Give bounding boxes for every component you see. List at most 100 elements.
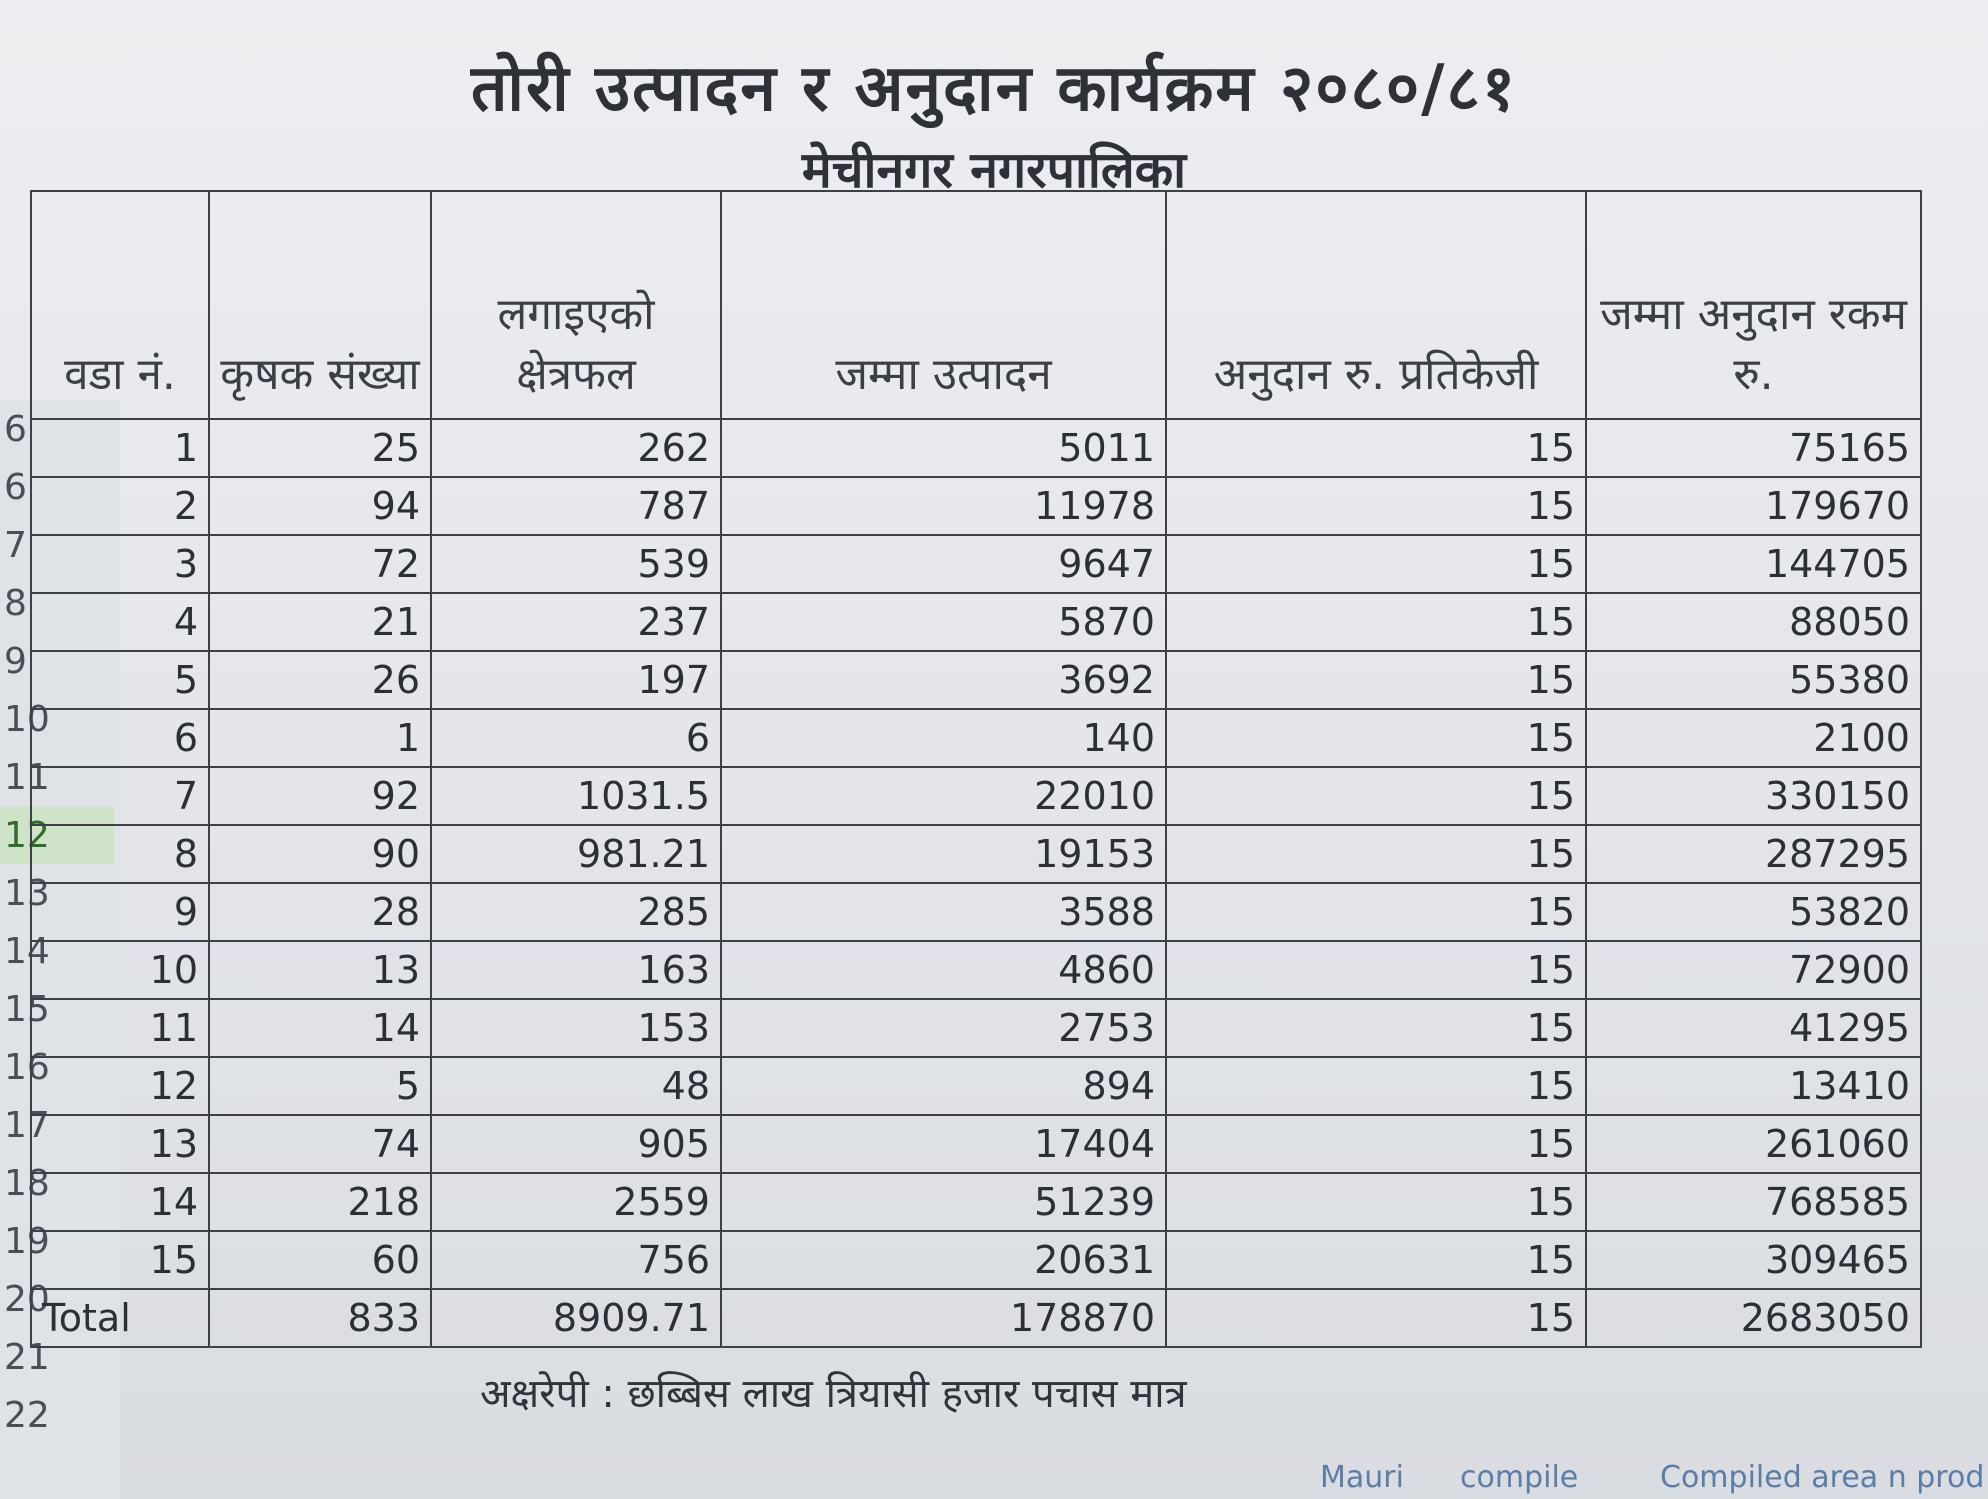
cell-ward[interactable]: 6: [30, 708, 210, 768]
cell-total-production[interactable]: 4860: [720, 940, 1167, 1000]
cell-total-subsidy[interactable]: 13410: [1585, 1056, 1922, 1116]
column-header-total-subsidy[interactable]: जम्मा अनुदान रकम रु.: [1585, 190, 1922, 420]
cell-area[interactable]: 539: [430, 534, 722, 594]
cell-farmer-count[interactable]: 94: [208, 476, 432, 536]
cell-farmer-count[interactable]: 218: [208, 1172, 432, 1232]
cell-subsidy-rate[interactable]: 15: [1165, 708, 1587, 768]
cell-total-production[interactable]: 140: [720, 708, 1167, 768]
cell-ward[interactable]: 7: [30, 766, 210, 826]
cell-total-production[interactable]: 894: [720, 1056, 1167, 1116]
total-total-production[interactable]: 178870: [720, 1288, 1167, 1348]
cell-total-production[interactable]: 3588: [720, 882, 1167, 942]
status-item-mauri[interactable]: Mauri: [1320, 1460, 1404, 1495]
row-number[interactable]: 8: [4, 582, 27, 624]
cell-farmer-count[interactable]: 14: [208, 998, 432, 1058]
column-header-ward[interactable]: वडा नं.: [30, 190, 210, 420]
cell-total-subsidy[interactable]: 53820: [1585, 882, 1922, 942]
column-header-farmer-count[interactable]: कृषक संख्या: [208, 190, 432, 420]
cell-total-subsidy[interactable]: 2100: [1585, 708, 1922, 768]
cell-subsidy-rate[interactable]: 15: [1165, 1230, 1587, 1290]
cell-total-subsidy[interactable]: 261060: [1585, 1114, 1922, 1174]
cell-total-subsidy[interactable]: 287295: [1585, 824, 1922, 884]
total-ward[interactable]: Total: [30, 1288, 210, 1348]
cell-subsidy-rate[interactable]: 15: [1165, 882, 1587, 942]
cell-subsidy-rate[interactable]: 15: [1165, 1114, 1587, 1174]
total-subsidy-rate[interactable]: 15: [1165, 1288, 1587, 1348]
column-header-subsidy-rate[interactable]: अनुदान रु. प्रतिकेजी: [1165, 190, 1587, 420]
cell-subsidy-rate[interactable]: 15: [1165, 418, 1587, 478]
cell-total-production[interactable]: 51239: [720, 1172, 1167, 1232]
cell-ward[interactable]: 11: [30, 998, 210, 1058]
cell-area[interactable]: 6: [430, 708, 722, 768]
cell-total-production[interactable]: 11978: [720, 476, 1167, 536]
column-header-total-production[interactable]: जम्मा उत्पादन: [720, 190, 1167, 420]
cell-farmer-count[interactable]: 92: [208, 766, 432, 826]
cell-total-subsidy[interactable]: 41295: [1585, 998, 1922, 1058]
cell-ward[interactable]: 3: [30, 534, 210, 594]
cell-farmer-count[interactable]: 21: [208, 592, 432, 652]
cell-total-subsidy[interactable]: 144705: [1585, 534, 1922, 594]
row-number[interactable]: 9: [4, 640, 27, 682]
cell-subsidy-rate[interactable]: 15: [1165, 476, 1587, 536]
cell-farmer-count[interactable]: 60: [208, 1230, 432, 1290]
cell-area[interactable]: 153: [430, 998, 722, 1058]
cell-total-production[interactable]: 5011: [720, 418, 1167, 478]
cell-area[interactable]: 2559: [430, 1172, 722, 1232]
cell-total-subsidy[interactable]: 88050: [1585, 592, 1922, 652]
cell-farmer-count[interactable]: 25: [208, 418, 432, 478]
cell-area[interactable]: 1031.5: [430, 766, 722, 826]
cell-area[interactable]: 262: [430, 418, 722, 478]
cell-total-production[interactable]: 22010: [720, 766, 1167, 826]
cell-area[interactable]: 981.21: [430, 824, 722, 884]
cell-total-production[interactable]: 17404: [720, 1114, 1167, 1174]
cell-area[interactable]: 905: [430, 1114, 722, 1174]
cell-ward[interactable]: 13: [30, 1114, 210, 1174]
cell-total-production[interactable]: 5870: [720, 592, 1167, 652]
cell-total-subsidy[interactable]: 179670: [1585, 476, 1922, 536]
cell-farmer-count[interactable]: 72: [208, 534, 432, 594]
row-number[interactable]: 6: [4, 466, 27, 508]
total-total-subsidy[interactable]: 2683050: [1585, 1288, 1922, 1348]
cell-ward[interactable]: 15: [30, 1230, 210, 1290]
total-farmer-count[interactable]: 833: [208, 1288, 432, 1348]
cell-farmer-count[interactable]: 5: [208, 1056, 432, 1116]
cell-area[interactable]: 285: [430, 882, 722, 942]
cell-subsidy-rate[interactable]: 15: [1165, 534, 1587, 594]
cell-area[interactable]: 237: [430, 592, 722, 652]
cell-subsidy-rate[interactable]: 15: [1165, 998, 1587, 1058]
cell-farmer-count[interactable]: 1: [208, 708, 432, 768]
cell-farmer-count[interactable]: 13: [208, 940, 432, 1000]
cell-ward[interactable]: 5: [30, 650, 210, 710]
cell-ward[interactable]: 2: [30, 476, 210, 536]
cell-farmer-count[interactable]: 74: [208, 1114, 432, 1174]
column-header-area[interactable]: लगाइएको क्षेत्रफल: [430, 190, 722, 420]
cell-farmer-count[interactable]: 90: [208, 824, 432, 884]
cell-total-production[interactable]: 20631: [720, 1230, 1167, 1290]
cell-area[interactable]: 197: [430, 650, 722, 710]
cell-total-production[interactable]: 19153: [720, 824, 1167, 884]
cell-subsidy-rate[interactable]: 15: [1165, 1172, 1587, 1232]
cell-farmer-count[interactable]: 28: [208, 882, 432, 942]
status-item-compile[interactable]: compile: [1460, 1460, 1579, 1495]
row-number[interactable]: 7: [4, 524, 27, 566]
cell-area[interactable]: 787: [430, 476, 722, 536]
cell-subsidy-rate[interactable]: 15: [1165, 824, 1587, 884]
cell-total-production[interactable]: 9647: [720, 534, 1167, 594]
cell-subsidy-rate[interactable]: 15: [1165, 650, 1587, 710]
cell-ward[interactable]: 12: [30, 1056, 210, 1116]
cell-farmer-count[interactable]: 26: [208, 650, 432, 710]
cell-ward[interactable]: 1: [30, 418, 210, 478]
row-number[interactable]: 6: [4, 408, 27, 450]
cell-ward[interactable]: 9: [30, 882, 210, 942]
cell-ward[interactable]: 14: [30, 1172, 210, 1232]
cell-total-subsidy[interactable]: 330150: [1585, 766, 1922, 826]
cell-ward[interactable]: 4: [30, 592, 210, 652]
cell-ward[interactable]: 8: [30, 824, 210, 884]
cell-subsidy-rate[interactable]: 15: [1165, 1056, 1587, 1116]
cell-subsidy-rate[interactable]: 15: [1165, 766, 1587, 826]
cell-total-production[interactable]: 2753: [720, 998, 1167, 1058]
cell-subsidy-rate[interactable]: 15: [1165, 592, 1587, 652]
cell-ward[interactable]: 10: [30, 940, 210, 1000]
cell-total-production[interactable]: 3692: [720, 650, 1167, 710]
status-item-compiled-area[interactable]: Compiled area n prod: [1660, 1460, 1985, 1495]
